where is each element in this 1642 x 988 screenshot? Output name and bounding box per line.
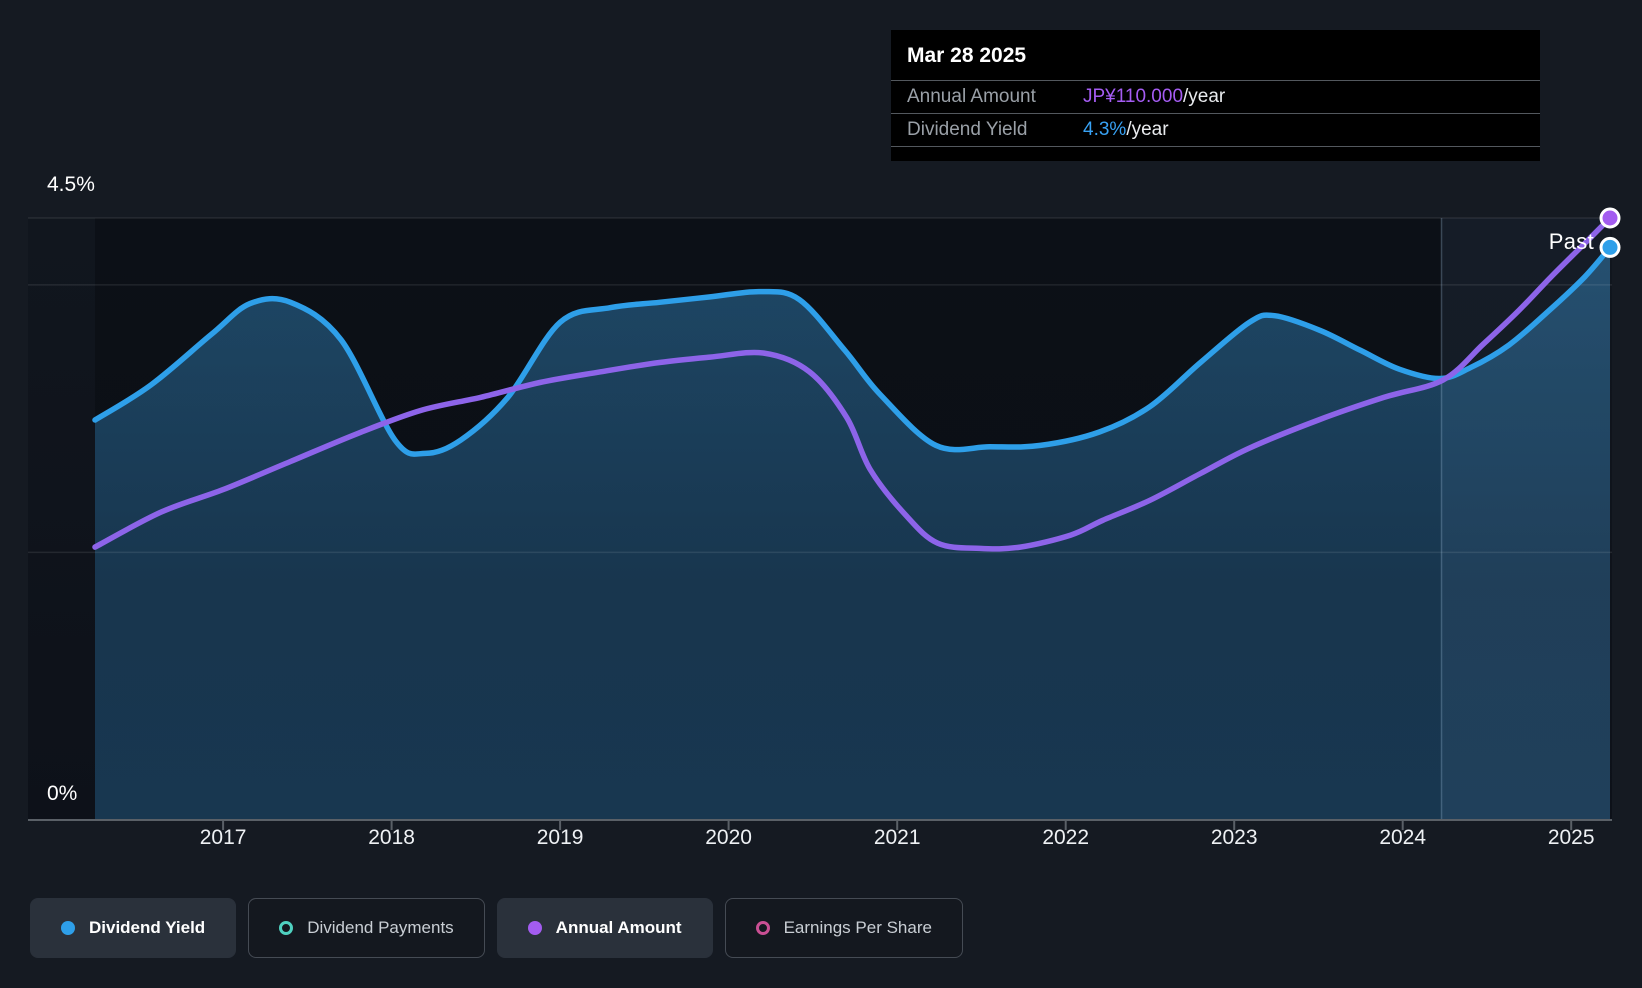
tooltip-date: Mar 28 2025 bbox=[891, 40, 1540, 81]
y-axis-label-zero: 0% bbox=[47, 782, 78, 805]
chart-legend: Dividend Yield Dividend Payments Annual … bbox=[30, 898, 963, 958]
tooltip-dividend-yield-suffix: /year bbox=[1126, 119, 1169, 140]
tooltip-row-dividend-yield: Dividend Yield 4.3% /year bbox=[891, 114, 1540, 147]
tooltip-annual-amount-value: JP¥110.000 bbox=[1083, 86, 1184, 107]
past-region-label: Past bbox=[1548, 229, 1594, 254]
legend-label-annual-amount: Annual Amount bbox=[555, 918, 682, 937]
legend-toggle-dividend-yield[interactable]: Dividend Yield bbox=[30, 898, 237, 958]
tooltip-dividend-yield-label: Dividend Yield bbox=[907, 119, 1028, 140]
tooltip-annual-amount-suffix: /year bbox=[1183, 86, 1226, 107]
annual-amount-line bbox=[92, 215, 1613, 552]
dividend-yield-end-marker bbox=[1599, 236, 1621, 258]
past-region-overlay bbox=[1441, 218, 1610, 820]
dividend-yield-line bbox=[92, 244, 1613, 457]
tooltip-annual-amount-label: Annual Amount bbox=[907, 86, 1036, 107]
legend-toggle-earnings-per-share[interactable]: Earnings Per Share bbox=[724, 898, 963, 958]
tooltip-row-annual-amount: Annual Amount JP¥110.000 /year bbox=[891, 81, 1540, 114]
legend-label-earnings-per-share: Earnings Per Share bbox=[783, 918, 932, 937]
dividend-payments-ring-icon bbox=[279, 921, 294, 935]
annual-amount-dot-icon bbox=[527, 921, 542, 935]
dividend-yield-area bbox=[95, 247, 1610, 820]
dividend-yield-dot-icon bbox=[61, 921, 75, 935]
legend-label-dividend-payments: Dividend Payments bbox=[307, 918, 454, 937]
earnings-per-share-ring-icon bbox=[755, 921, 770, 935]
tooltip-dividend-yield-value: 4.3% bbox=[1083, 119, 1127, 140]
annual-amount-end-marker bbox=[1599, 207, 1621, 229]
y-axis-label-max: 4.5% bbox=[47, 173, 95, 196]
chart-tooltip: Mar 28 2025 Annual Amount JP¥110.000 /ye… bbox=[891, 30, 1540, 161]
legend-label-dividend-yield: Dividend Yield bbox=[89, 918, 206, 937]
legend-toggle-annual-amount[interactable]: Annual Amount bbox=[496, 898, 713, 958]
legend-toggle-dividend-payments[interactable]: Dividend Payments bbox=[248, 898, 485, 958]
